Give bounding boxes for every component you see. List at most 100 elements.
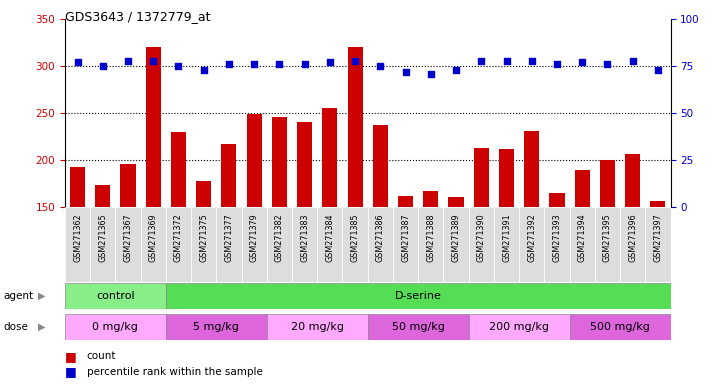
- Bar: [519, 207, 544, 282]
- Bar: [620, 207, 645, 282]
- Text: ■: ■: [65, 365, 76, 378]
- Point: [173, 63, 185, 70]
- Text: GSM271384: GSM271384: [325, 214, 335, 262]
- Bar: [247, 114, 262, 348]
- Bar: [70, 167, 85, 348]
- Bar: [221, 144, 236, 348]
- Bar: [171, 132, 186, 348]
- Bar: [322, 108, 337, 348]
- Point: [72, 60, 83, 66]
- Bar: [448, 197, 464, 348]
- Point: [601, 61, 613, 68]
- Text: agent: agent: [4, 291, 34, 301]
- Point: [551, 61, 562, 68]
- Point: [349, 58, 360, 64]
- Bar: [524, 131, 539, 348]
- Text: GSM271390: GSM271390: [477, 214, 486, 262]
- Point: [500, 58, 512, 64]
- Bar: [166, 283, 671, 309]
- Text: GSM271379: GSM271379: [249, 214, 259, 262]
- Text: ▶: ▶: [37, 322, 45, 332]
- Point: [324, 60, 335, 66]
- Bar: [216, 207, 242, 282]
- Point: [375, 63, 386, 70]
- Point: [425, 71, 436, 77]
- Text: GSM271372: GSM271372: [174, 214, 183, 262]
- Bar: [65, 207, 90, 282]
- Bar: [443, 207, 469, 282]
- Bar: [595, 207, 620, 282]
- Text: GSM271385: GSM271385: [350, 214, 360, 262]
- Bar: [196, 181, 211, 348]
- Text: 500 mg/kg: 500 mg/kg: [590, 322, 650, 332]
- Bar: [494, 207, 519, 282]
- Bar: [645, 207, 671, 282]
- Bar: [65, 283, 166, 309]
- Bar: [423, 191, 438, 348]
- Bar: [474, 148, 489, 348]
- Bar: [575, 170, 590, 348]
- Text: 200 mg/kg: 200 mg/kg: [489, 322, 549, 332]
- Bar: [625, 154, 640, 348]
- Bar: [469, 314, 570, 340]
- Point: [627, 58, 639, 64]
- Text: GSM271389: GSM271389: [451, 214, 461, 262]
- Bar: [418, 207, 443, 282]
- Point: [274, 61, 286, 68]
- Bar: [368, 314, 469, 340]
- Text: GSM271367: GSM271367: [123, 214, 133, 262]
- Text: ▶: ▶: [37, 291, 45, 301]
- Bar: [469, 207, 494, 282]
- Bar: [570, 314, 671, 340]
- Text: GSM271362: GSM271362: [73, 214, 82, 262]
- Bar: [267, 207, 292, 282]
- Point: [577, 60, 588, 66]
- Bar: [549, 193, 565, 348]
- Text: GSM271395: GSM271395: [603, 214, 612, 262]
- Bar: [120, 164, 136, 348]
- Text: GDS3643 / 1372779_at: GDS3643 / 1372779_at: [65, 10, 211, 23]
- Text: GSM271377: GSM271377: [224, 214, 234, 262]
- Bar: [191, 207, 216, 282]
- Point: [298, 61, 310, 68]
- Text: GSM271382: GSM271382: [275, 214, 284, 262]
- Text: GSM271393: GSM271393: [552, 214, 562, 262]
- Text: GSM271396: GSM271396: [628, 214, 637, 262]
- Point: [97, 63, 108, 70]
- Point: [224, 61, 235, 68]
- Text: 50 mg/kg: 50 mg/kg: [392, 322, 445, 332]
- Bar: [499, 149, 514, 348]
- Text: percentile rank within the sample: percentile rank within the sample: [87, 367, 262, 377]
- Bar: [65, 314, 166, 340]
- Bar: [393, 207, 418, 282]
- Text: GSM271397: GSM271397: [653, 214, 663, 262]
- Bar: [267, 314, 368, 340]
- Text: GSM271388: GSM271388: [426, 214, 435, 262]
- Bar: [292, 207, 317, 282]
- Bar: [398, 196, 413, 348]
- Bar: [348, 47, 363, 348]
- Bar: [650, 201, 665, 348]
- Text: count: count: [87, 351, 116, 361]
- Bar: [95, 185, 110, 348]
- Text: GSM271391: GSM271391: [502, 214, 511, 262]
- Bar: [90, 207, 115, 282]
- Text: GSM271392: GSM271392: [527, 214, 536, 262]
- Text: 0 mg/kg: 0 mg/kg: [92, 322, 138, 332]
- Point: [122, 58, 134, 64]
- Bar: [166, 207, 191, 282]
- Bar: [544, 207, 570, 282]
- Bar: [115, 207, 141, 282]
- Text: GSM271387: GSM271387: [401, 214, 410, 262]
- Bar: [141, 207, 166, 282]
- Bar: [600, 161, 615, 348]
- Bar: [166, 314, 267, 340]
- Text: control: control: [96, 291, 135, 301]
- Text: GSM271369: GSM271369: [149, 214, 158, 262]
- Text: 5 mg/kg: 5 mg/kg: [193, 322, 239, 332]
- Point: [476, 58, 487, 64]
- Bar: [570, 207, 595, 282]
- Text: dose: dose: [4, 322, 29, 332]
- Point: [198, 67, 210, 73]
- Bar: [368, 207, 393, 282]
